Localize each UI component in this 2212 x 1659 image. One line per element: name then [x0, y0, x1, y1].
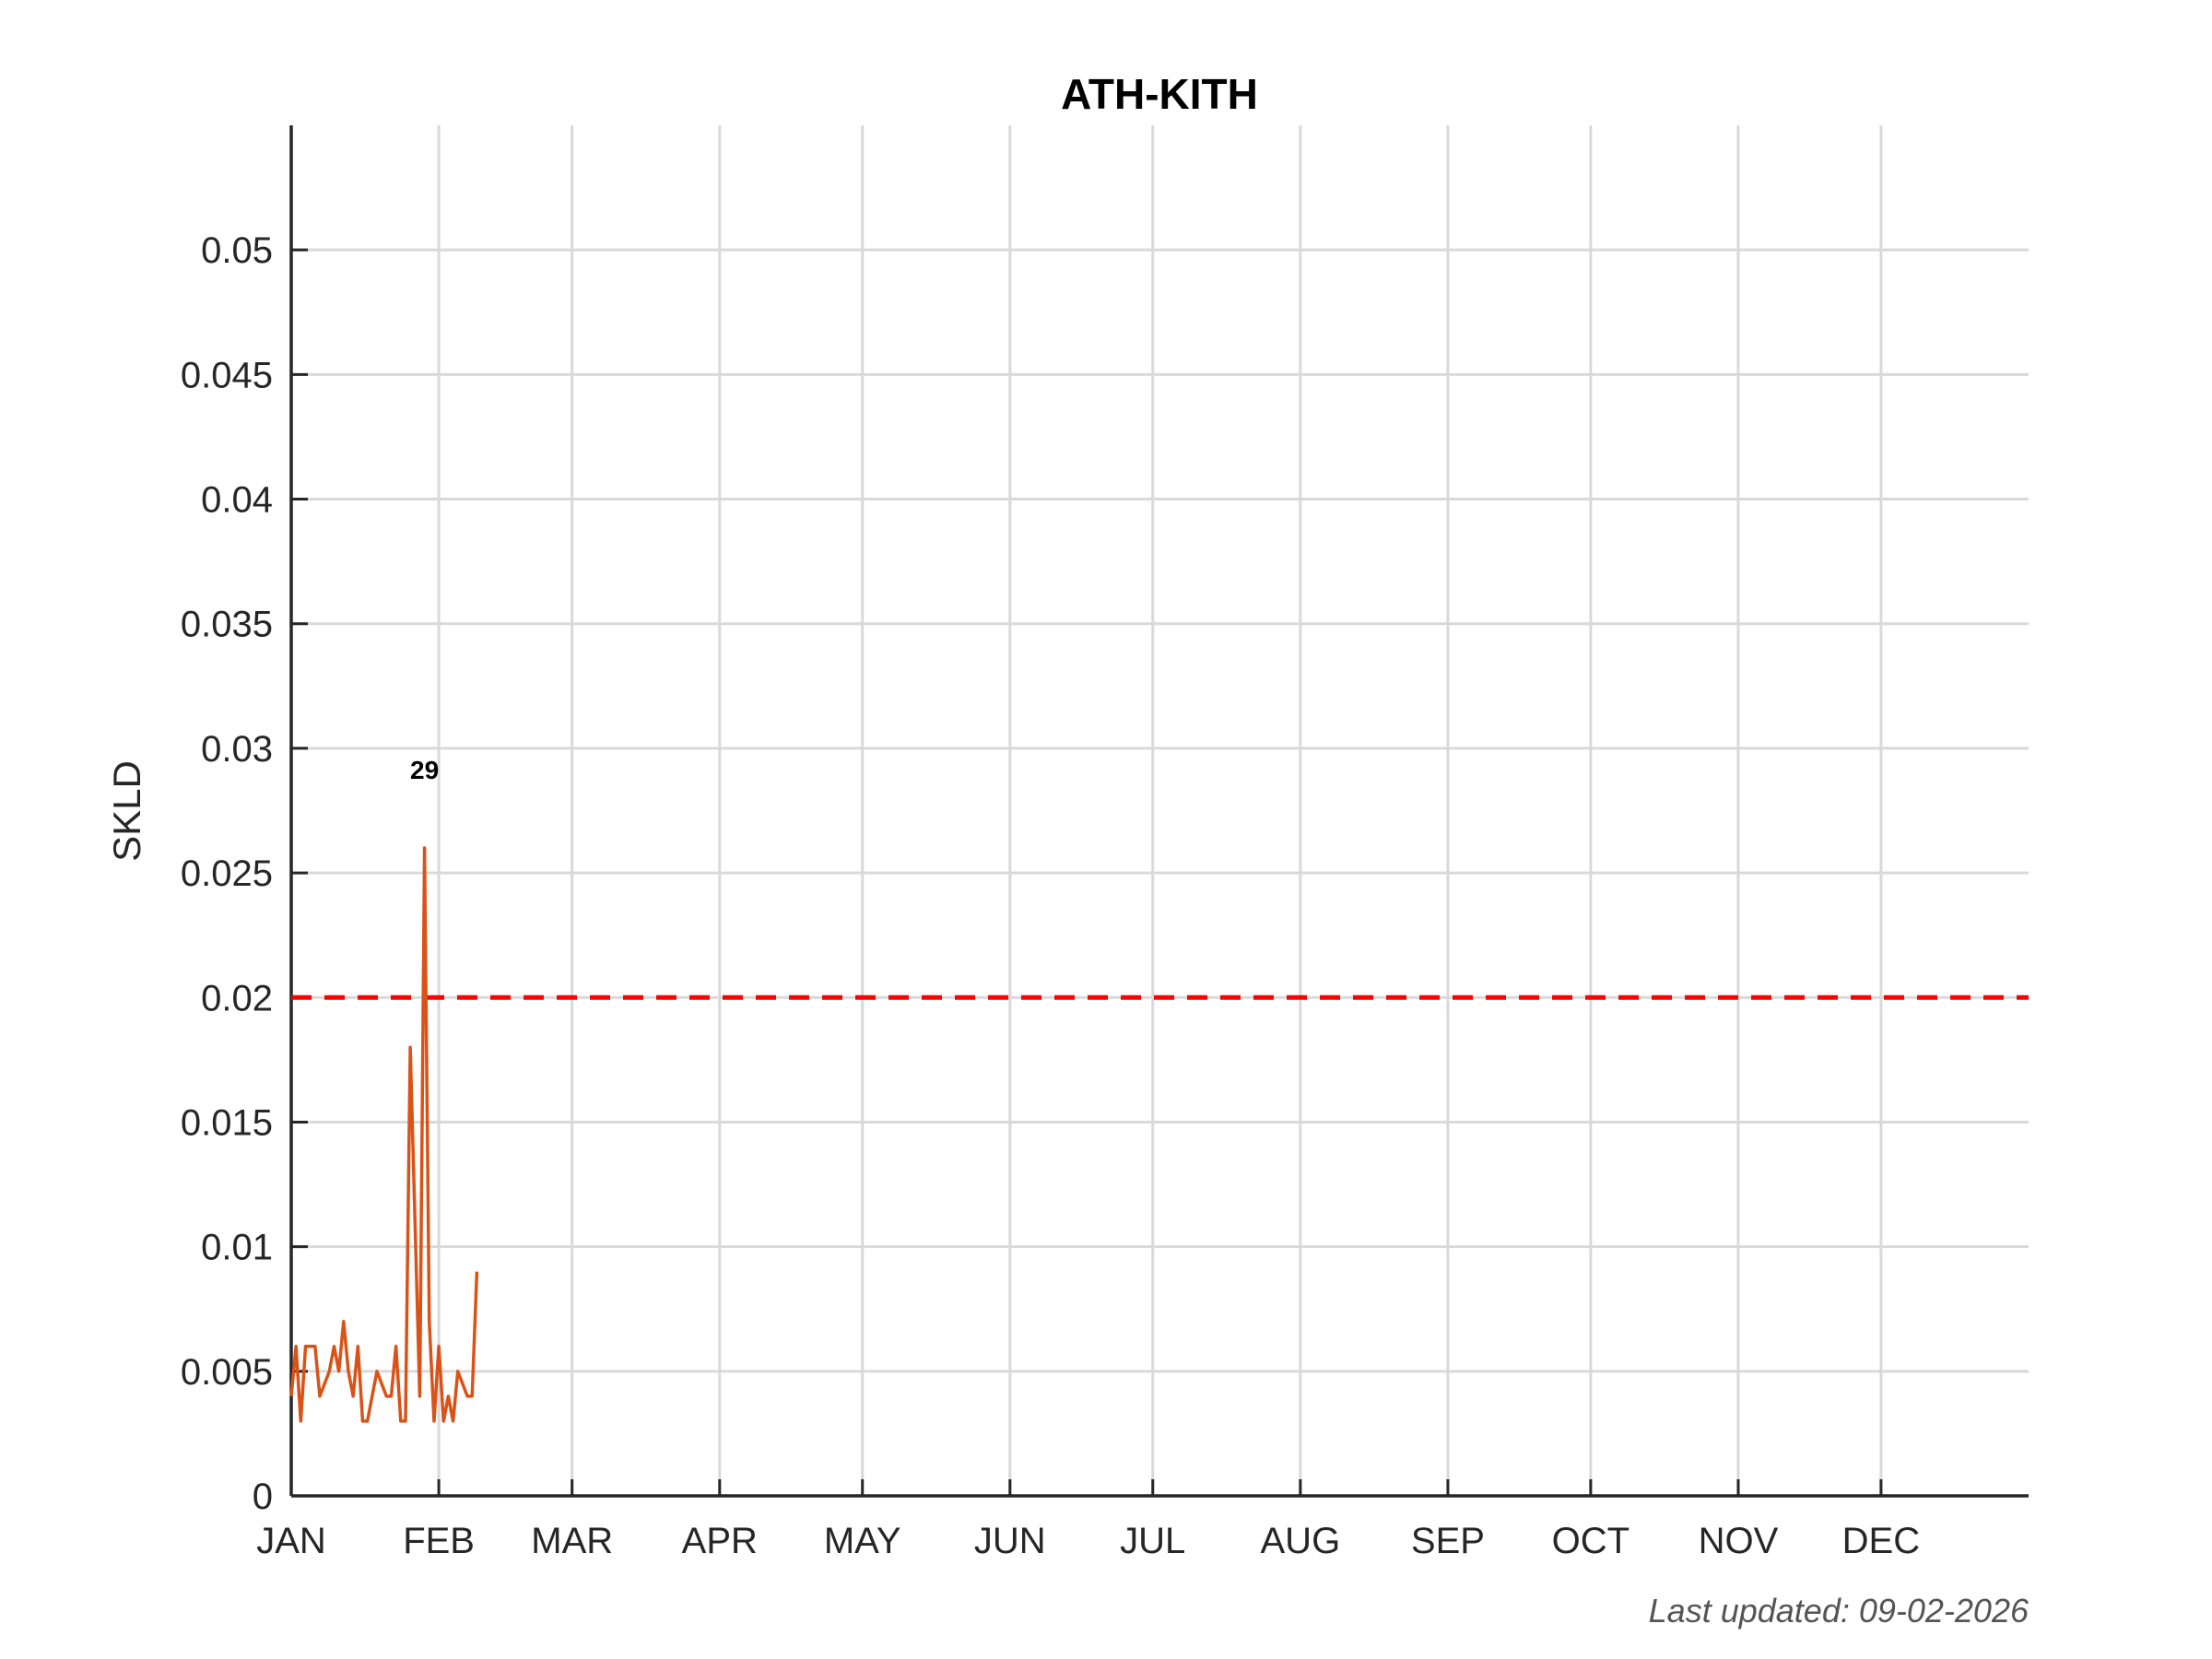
- y-axis-label: SKLD: [105, 760, 148, 862]
- chart-title: ATH-KITH: [1061, 70, 1258, 118]
- x-tick-label: AUG: [1261, 1521, 1341, 1561]
- footer-note: Last updated: 09-02-2026: [1649, 1592, 2030, 1630]
- x-tick-label: SEP: [1411, 1521, 1485, 1561]
- x-tick-label: MAR: [531, 1521, 613, 1561]
- y-tick-label: 0.04: [201, 480, 273, 521]
- y-tick-label: 0.015: [181, 1102, 273, 1143]
- y-tick-label: 0.03: [201, 729, 273, 770]
- y-tick-label: 0.025: [181, 853, 273, 894]
- x-tick-label: OCT: [1552, 1521, 1630, 1561]
- x-tick-label: NOV: [1699, 1521, 1779, 1561]
- x-tick-label: JUN: [974, 1521, 1046, 1561]
- y-tick-label: 0.02: [201, 978, 273, 1018]
- x-tick-label: JAN: [256, 1521, 326, 1561]
- y-tick-label: 0.01: [201, 1228, 273, 1268]
- y-tick-label: 0.005: [181, 1352, 273, 1393]
- x-tick-label: DEC: [1842, 1521, 1920, 1561]
- y-tick-label: 0.045: [181, 355, 273, 395]
- data-line: [289, 846, 479, 1423]
- y-tick-label: 0.035: [181, 605, 273, 645]
- y-tick-label: 0.05: [201, 230, 273, 271]
- x-tick-label: APR: [682, 1521, 758, 1561]
- x-tick-label: JUL: [1120, 1521, 1185, 1561]
- peak-annotation: 29: [410, 756, 439, 784]
- y-tick-label: 0: [253, 1477, 273, 1517]
- x-tick-label: FEB: [403, 1521, 475, 1561]
- x-tick-label: MAY: [824, 1521, 901, 1561]
